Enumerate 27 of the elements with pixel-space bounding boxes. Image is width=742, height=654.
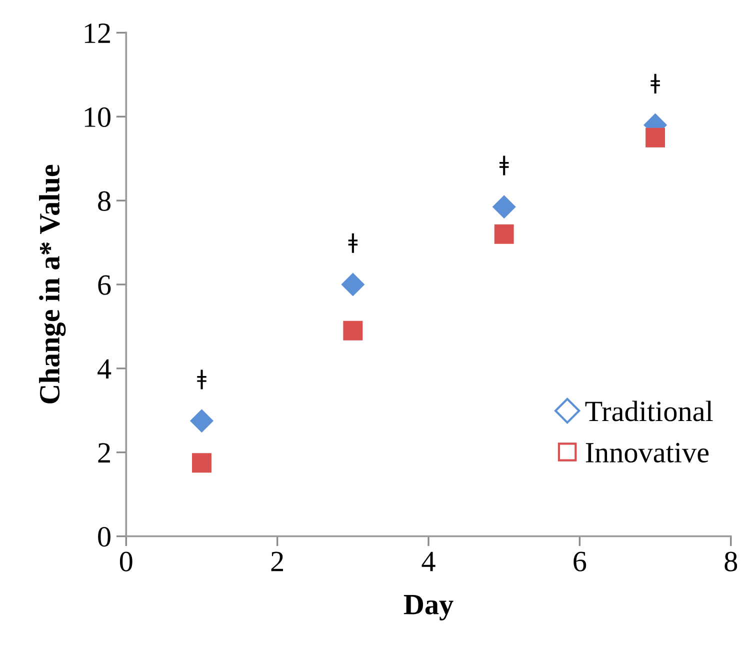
y-tick-label: 10: [84, 107, 110, 128]
y-tick-label: 4: [98, 359, 112, 379]
point: [343, 320, 363, 340]
point: [494, 224, 514, 244]
y-tick-label: 6: [98, 275, 111, 295]
annotation: ǂ: [348, 233, 358, 253]
x-tick-label: 4: [422, 552, 436, 572]
y-tick-label: 0: [98, 527, 110, 547]
point: [192, 453, 212, 473]
y-axis-title: Change in a* Value: [39, 164, 66, 404]
annotation: ǂ: [197, 370, 206, 390]
point: [341, 272, 364, 296]
annotation: ǂ: [650, 74, 660, 94]
x-axis-title: Day: [404, 595, 454, 620]
y-tick-label: 2: [98, 443, 110, 462]
x-tick-label: 8: [724, 552, 738, 572]
legend-label: Innovative: [586, 442, 709, 462]
x-tick-label: 6: [574, 552, 586, 572]
x-tick-label: 2: [271, 552, 284, 572]
annotation: ǂ: [500, 156, 509, 176]
point: [492, 195, 516, 218]
y-tick-label: 12: [84, 24, 110, 43]
x-tick-label: 0: [120, 552, 132, 572]
y-tick-label: 8: [98, 191, 110, 211]
point: [646, 128, 665, 148]
point: [190, 409, 214, 432]
legend-label: Traditional: [585, 400, 713, 422]
